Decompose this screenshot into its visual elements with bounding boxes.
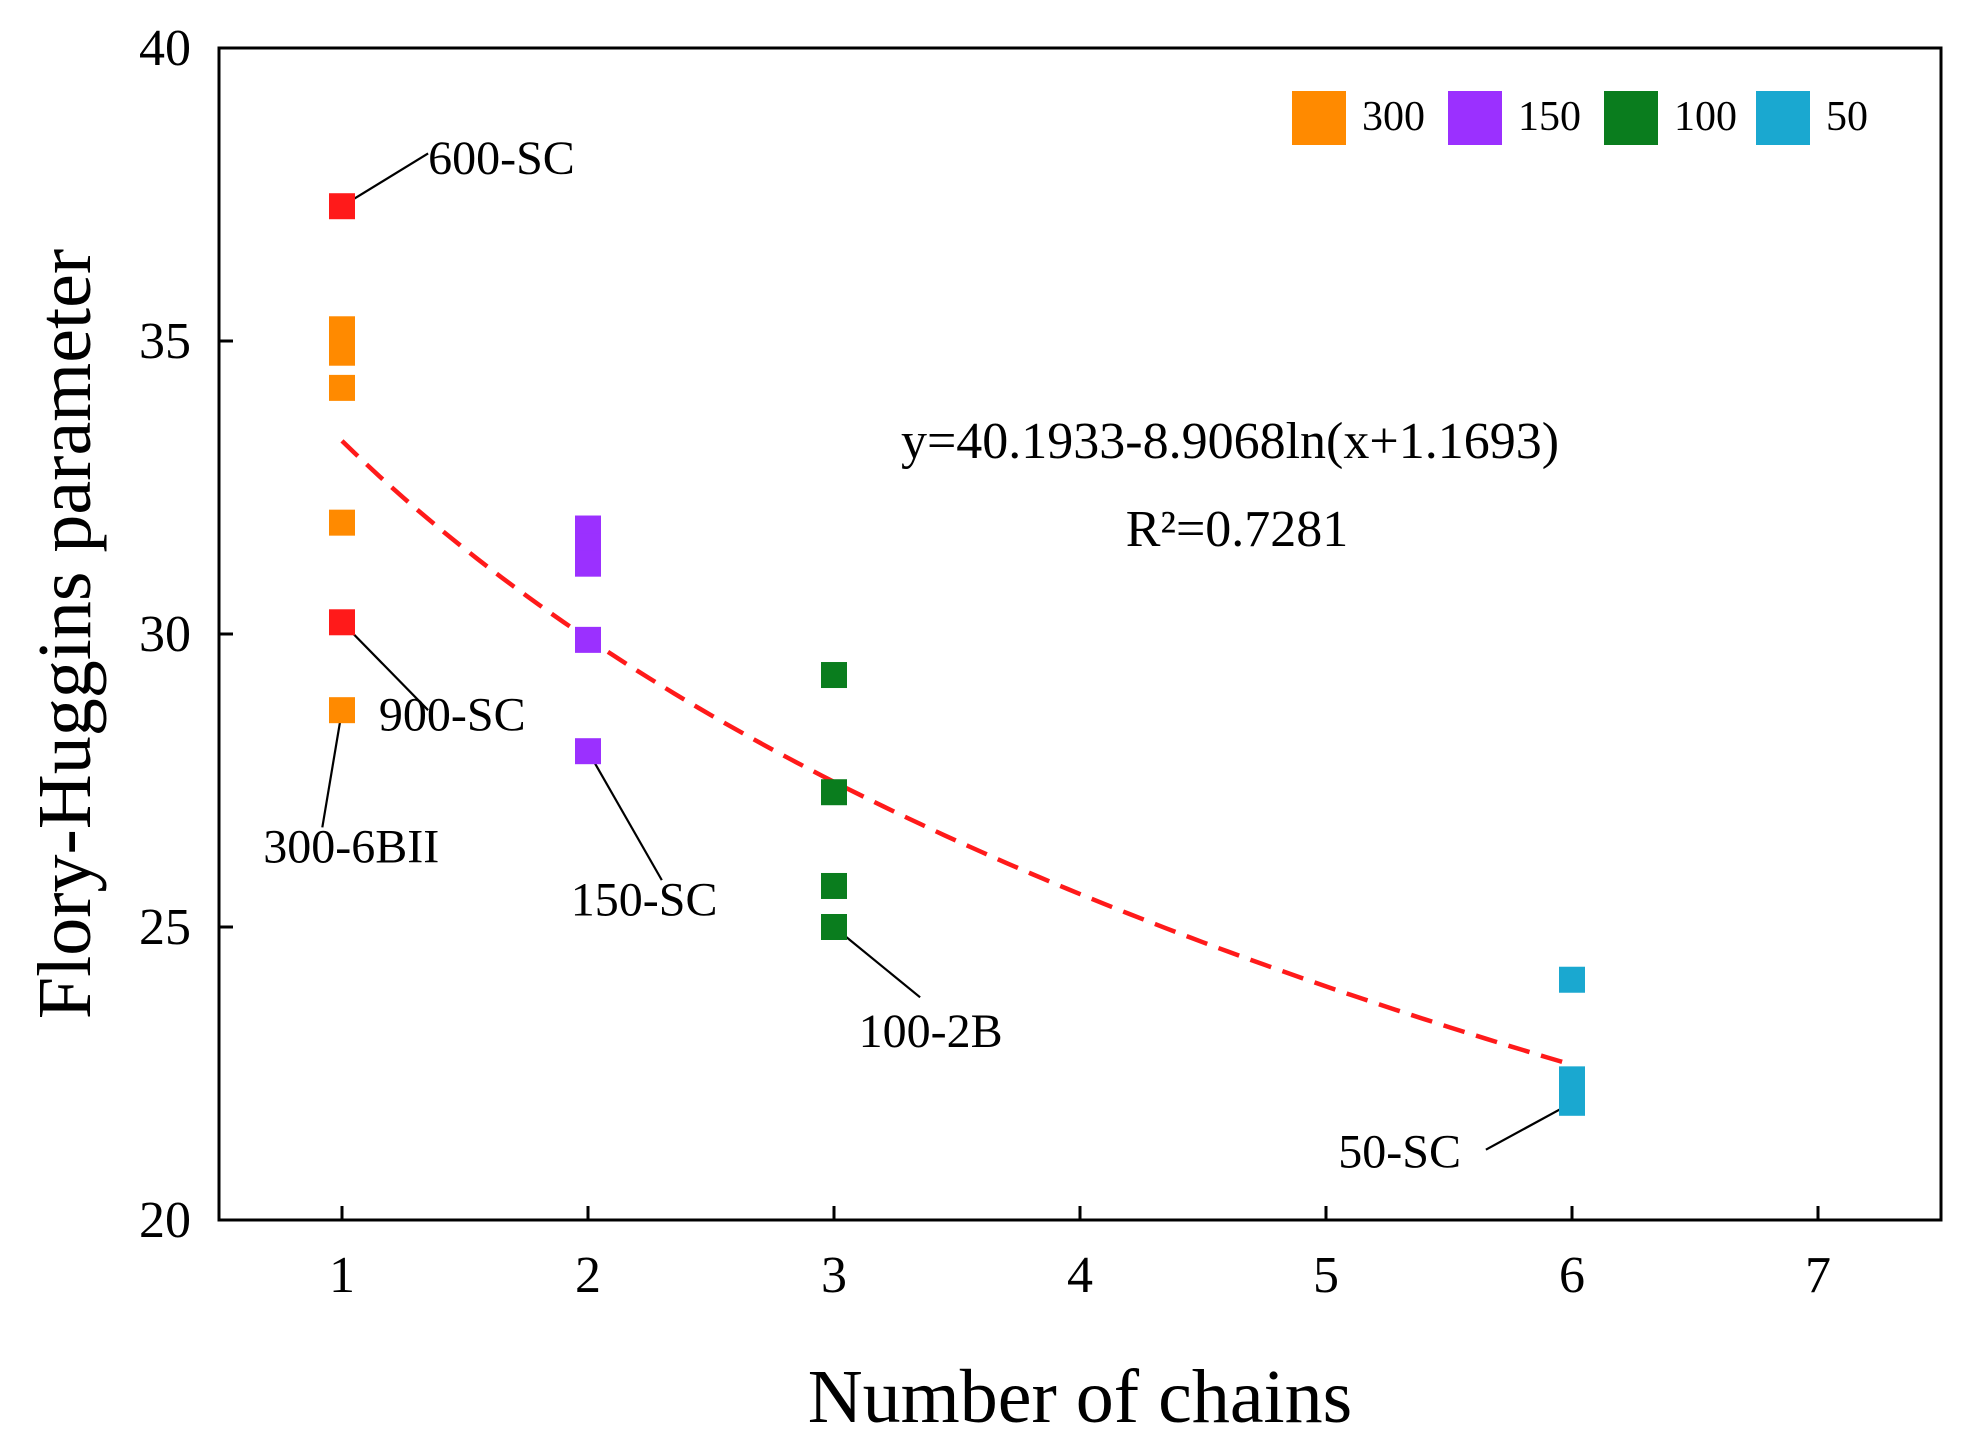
legend-swatch-50 [1756, 91, 1810, 145]
point-100 [821, 662, 847, 689]
annotation-leader [341, 621, 429, 711]
y-tick-label: 20 [139, 1192, 191, 1249]
point-300 [329, 374, 355, 401]
legend-swatch-150 [1448, 91, 1502, 145]
y-axis: 20 25 30 35 40 [139, 20, 233, 1249]
x-tick-label: 6 [1559, 1247, 1585, 1304]
point-300 [329, 316, 355, 343]
annotation-label: 900-SC [379, 689, 526, 742]
point-highlight [329, 609, 355, 636]
x-tick-label: 2 [575, 1247, 601, 1304]
x-tick-label: 3 [821, 1247, 847, 1304]
point-300 [329, 697, 355, 724]
legend: 300 150 100 50 [1292, 91, 1868, 145]
annotation-label: 100-2B [859, 1005, 1003, 1058]
x-tick-label: 5 [1313, 1247, 1339, 1304]
point-300 [329, 509, 355, 536]
annotation-leaders [321, 152, 1573, 1151]
legend-label: 50 [1826, 94, 1868, 140]
annotation-leader [321, 709, 344, 828]
annotation-leader [341, 152, 429, 208]
y-tick-label: 35 [139, 313, 191, 370]
x-tick-label: 4 [1067, 1247, 1093, 1304]
point-50 [1559, 1089, 1585, 1116]
x-axis: 1 2 3 4 5 6 7 [329, 1206, 1831, 1304]
point-100 [821, 872, 847, 899]
legend-label: 100 [1674, 94, 1737, 140]
y-tick-label: 40 [139, 20, 191, 77]
legend-label: 300 [1362, 94, 1425, 140]
x-axis-title: Number of chains [808, 1355, 1353, 1439]
y-axis-title: Flory-Huggins parameter [23, 249, 107, 1019]
fit-curve [340, 439, 1573, 1067]
annotation-label: 50-SC [1338, 1125, 1461, 1178]
point-300 [329, 339, 355, 366]
point-highlight [329, 193, 355, 220]
annotation-label: 150-SC [571, 873, 718, 926]
annotation-labels: 600-SC 900-SC 300-6BII 150-SC 100-2B 50-SC [263, 132, 1461, 1178]
point-100 [821, 779, 847, 806]
x-tick-label: 7 [1805, 1247, 1831, 1304]
point-100 [821, 914, 847, 940]
annotation-label: 300-6BII [263, 821, 439, 874]
fit-equation: y=40.1933-8.9068ln(x+1.1693) [901, 413, 1559, 470]
legend-label: 150 [1518, 94, 1581, 140]
plot-frame [217, 46, 1943, 1222]
y-tick-label: 25 [139, 899, 191, 956]
point-50 [1559, 1066, 1585, 1093]
annotation-leader [1485, 1101, 1573, 1151]
point-50 [1559, 966, 1585, 993]
legend-swatch-100 [1604, 91, 1658, 145]
point-150 [575, 550, 601, 577]
fit-r2: R²=0.7281 [1126, 501, 1349, 558]
x-tick-label: 1 [329, 1247, 355, 1304]
legend-swatch-300 [1292, 91, 1346, 145]
point-150 [575, 738, 601, 765]
data-points [329, 193, 1585, 1116]
y-tick-label: 30 [139, 606, 191, 663]
annotation-label: 600-SC [428, 132, 575, 185]
annotation-leader [587, 750, 663, 881]
annotation-leader [833, 926, 921, 999]
point-150 [575, 626, 601, 653]
